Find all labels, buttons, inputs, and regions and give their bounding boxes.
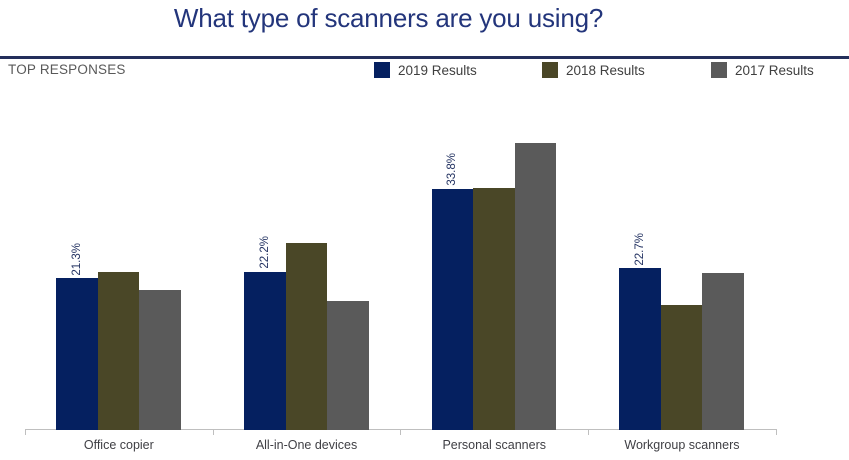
bar-value-label: 21.3% — [71, 242, 84, 276]
legend-swatch-2018 — [542, 62, 558, 78]
bar-2019-office-copier: 21.3% — [56, 243, 98, 430]
category-label: Personal scanners — [442, 438, 546, 452]
bar-group-4: 22.7% — [619, 233, 744, 430]
bar-2017-office-copier — [139, 289, 181, 430]
bar-2019-all-in-one-devices: 22.2% — [244, 236, 286, 430]
header-divider — [0, 56, 849, 59]
legend-label-2019: 2019 Results — [398, 62, 477, 78]
bar-2018-personal-scanners — [473, 187, 515, 430]
axis-tick — [212, 429, 214, 435]
axis-tick — [25, 429, 26, 435]
bar-value-label: 22.7% — [634, 232, 647, 266]
legend-item-2018: 2018 Results — [542, 61, 645, 79]
axis-tick — [775, 429, 777, 435]
category-label: Office copier — [83, 438, 154, 452]
plot-area: 21.3% Office copier 22.2% All-in-One device… — [0, 90, 849, 460]
bar-2018-all-in-one-devices — [285, 243, 327, 430]
bar-2017-all-in-one-devices — [327, 300, 369, 430]
legend-item-2017: 2017 Results — [711, 61, 814, 79]
bar-2019-workgroup-scanners: 22.7% — [619, 233, 661, 430]
bar-group-2: 22.2% — [244, 236, 369, 430]
category-label: Workgroup scanners — [624, 438, 740, 452]
axis-tick — [400, 429, 402, 435]
axis-tick — [588, 429, 590, 435]
legend-swatch-2019 — [374, 62, 390, 78]
bar-value-label: 22.2% — [258, 236, 271, 269]
bar-2017-personal-scanners — [514, 142, 557, 430]
legend-label-2018: 2018 Results — [566, 62, 645, 78]
bar-group-1: 21.3% — [56, 243, 181, 430]
legend-label-2017: 2017 Results — [735, 62, 814, 78]
bar-2018-office-copier — [97, 271, 140, 430]
bar-2018-workgroup-scanners — [660, 305, 703, 430]
section-label: TOP RESPONSES — [8, 62, 126, 77]
page-title: What type of scanners are you using? — [173, 3, 604, 33]
category-label: All-in-One devices — [255, 438, 358, 452]
legend-swatch-2017 — [711, 62, 727, 78]
bar-group-3: 33.8% — [431, 142, 557, 430]
legend-item-2019: 2019 Results — [374, 61, 477, 79]
bar-value-label: 33.8% — [446, 153, 459, 187]
bar-2017-workgroup-scanners — [702, 273, 744, 430]
bar-2019-personal-scanners: 33.8% — [431, 153, 474, 430]
